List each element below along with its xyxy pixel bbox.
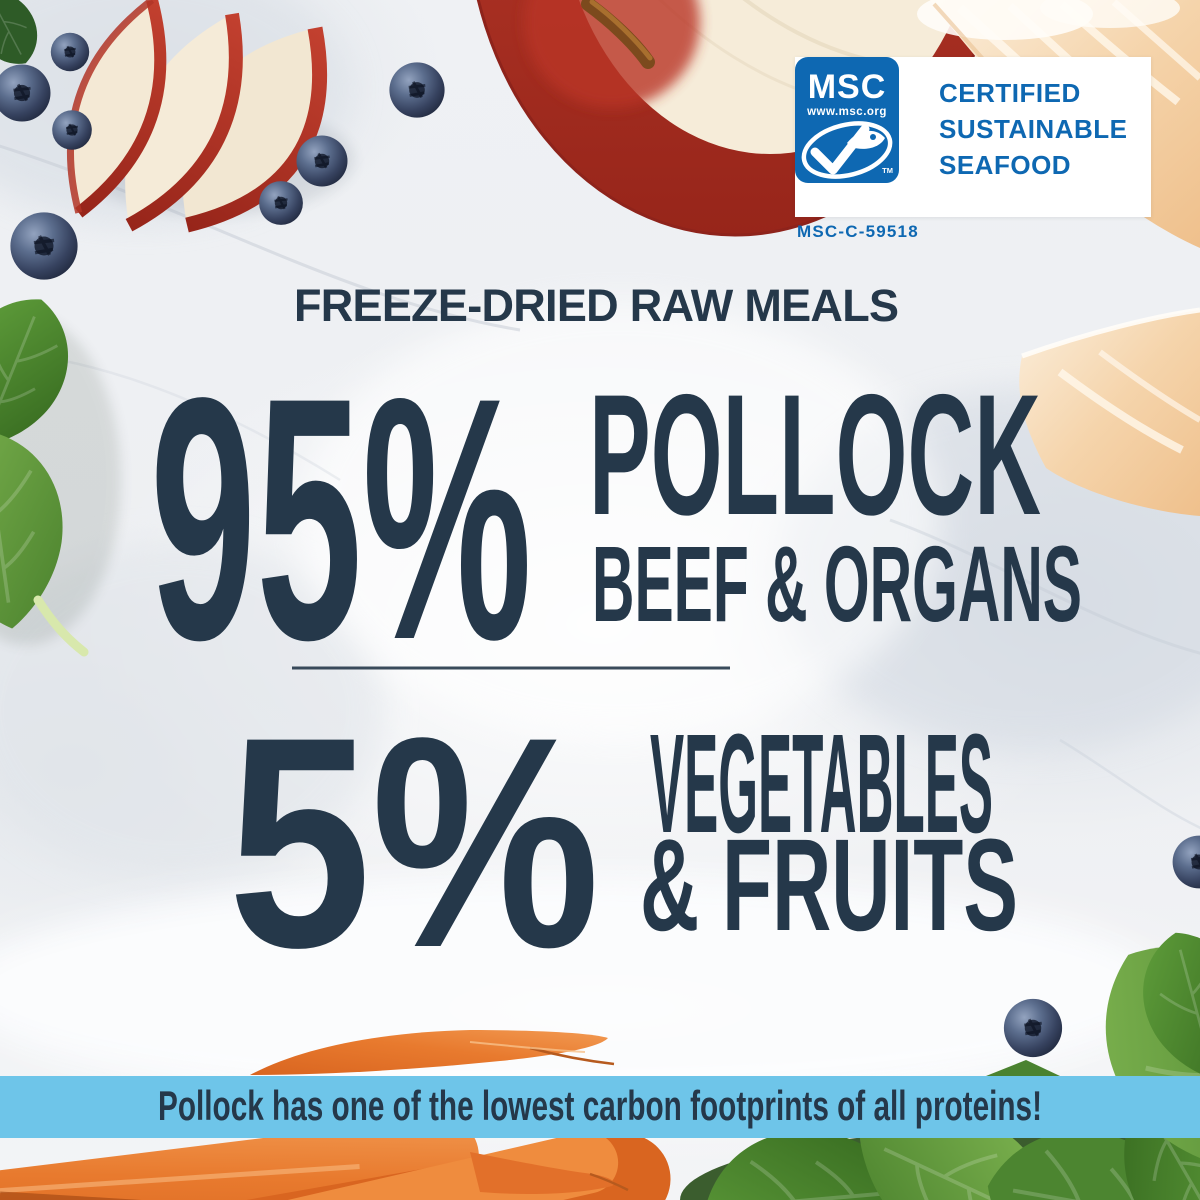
carrots-image xyxy=(0,1030,671,1200)
msc-certified-label: CERTIFIED SUSTAINABLE SEAFOOD xyxy=(939,75,1127,183)
msc-acronym: MSC xyxy=(808,68,887,106)
msc-logo-badge xyxy=(795,57,899,183)
msc-url: www.msc.org xyxy=(806,106,887,118)
stat-95-primary-label: POLLOCK xyxy=(589,359,1041,551)
msc-code: MSC-C-59518 xyxy=(797,222,919,241)
msc-fish-checkmark-icon xyxy=(801,121,893,179)
stat-5-percent: 5% xyxy=(228,674,600,1010)
stat-5-secondary-label: & FRUITS xyxy=(640,811,1018,958)
msc-label-line: SEAFOOD xyxy=(939,150,1072,180)
spinach-left-image xyxy=(0,278,121,657)
footer-banner: Pollock has one of the lowest carbon foo… xyxy=(0,1076,1200,1138)
headline: FREEZE-DRIED RAW MEALS xyxy=(294,280,906,331)
msc-label-line: SUSTAINABLE xyxy=(939,114,1128,144)
msc-certification-card: MSC www.msc.org TM CERTIFIED SUSTAINABLE… xyxy=(795,57,1151,217)
fish-fillet-right-image xyxy=(1019,307,1200,516)
footer-banner-text: Pollock has one of the lowest carbon foo… xyxy=(158,1082,1042,1129)
spinach-bottom-image xyxy=(680,1060,1200,1200)
stat-95-percent: 95% xyxy=(150,327,532,712)
stat-95-secondary-label: BEEF & ORGANS xyxy=(592,523,1082,644)
msc-label-line: CERTIFIED xyxy=(939,78,1081,108)
msc-logo: MSC www.msc.org TM xyxy=(795,57,899,183)
msc-trademark: TM xyxy=(882,166,893,175)
stat-5-primary-label: VEGETABLES xyxy=(650,704,993,862)
footer-banner-background xyxy=(0,1076,1200,1138)
